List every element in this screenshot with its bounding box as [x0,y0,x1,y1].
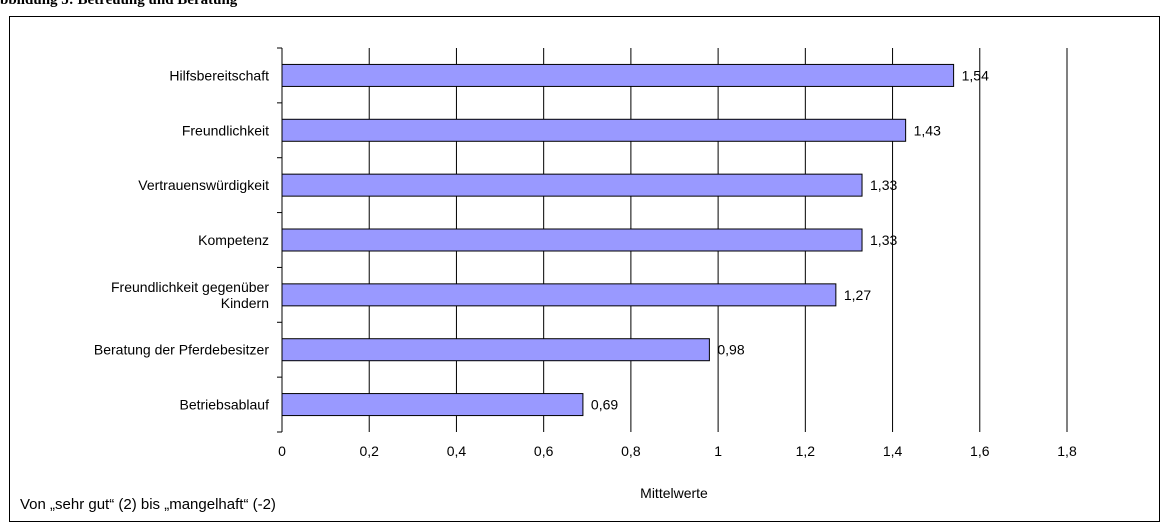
x-tick-label: 1 [714,443,722,459]
scale-footnote: Von „sehr gut“ (2) bis „mangelhaft“ (-2) [20,496,276,513]
x-tick-label: 0,4 [447,443,467,459]
bar [281,228,863,252]
data-label: 0,98 [717,342,744,358]
x-tick-label: 1,2 [796,443,816,459]
category-label: Vertrauenswürdigkeit [138,177,269,193]
category-label: Freundlichkeit [182,122,269,138]
category-label: Betriebsablauf [179,397,269,413]
chart-frame [9,16,1160,522]
bar [281,173,863,197]
bar [281,63,955,87]
data-label: 1,43 [914,122,941,138]
x-tick-label: 0 [278,443,286,459]
category-label: Freundlichkeit gegenüber [111,279,269,295]
data-label: 1,54 [962,67,989,83]
data-label: 1,27 [844,287,871,303]
bar [281,393,584,417]
category-label: Kindern [221,295,269,311]
bar [281,118,907,142]
x-tick-label: 0,8 [621,443,641,459]
data-label: 1,33 [870,177,897,193]
data-label: 0,69 [591,397,618,413]
x-tick-label: 1,4 [883,443,903,459]
x-tick-label: 1,6 [970,443,990,459]
x-tick-label: 1,8 [1057,443,1077,459]
x-axis-label: Mittelwerte [640,485,708,501]
data-label: 1,33 [870,232,897,248]
x-tick-label: 0,2 [359,443,379,459]
x-tick-label: 0,6 [534,443,554,459]
category-label: Kompetenz [198,232,269,248]
category-label: Hilfsbereitschaft [169,67,269,83]
bar [281,283,837,307]
figure-caption: bbildung 5: Betreuung und Beratung [0,0,238,8]
category-label: Beratung der Pferdebesitzer [94,342,269,358]
bar [281,338,710,362]
